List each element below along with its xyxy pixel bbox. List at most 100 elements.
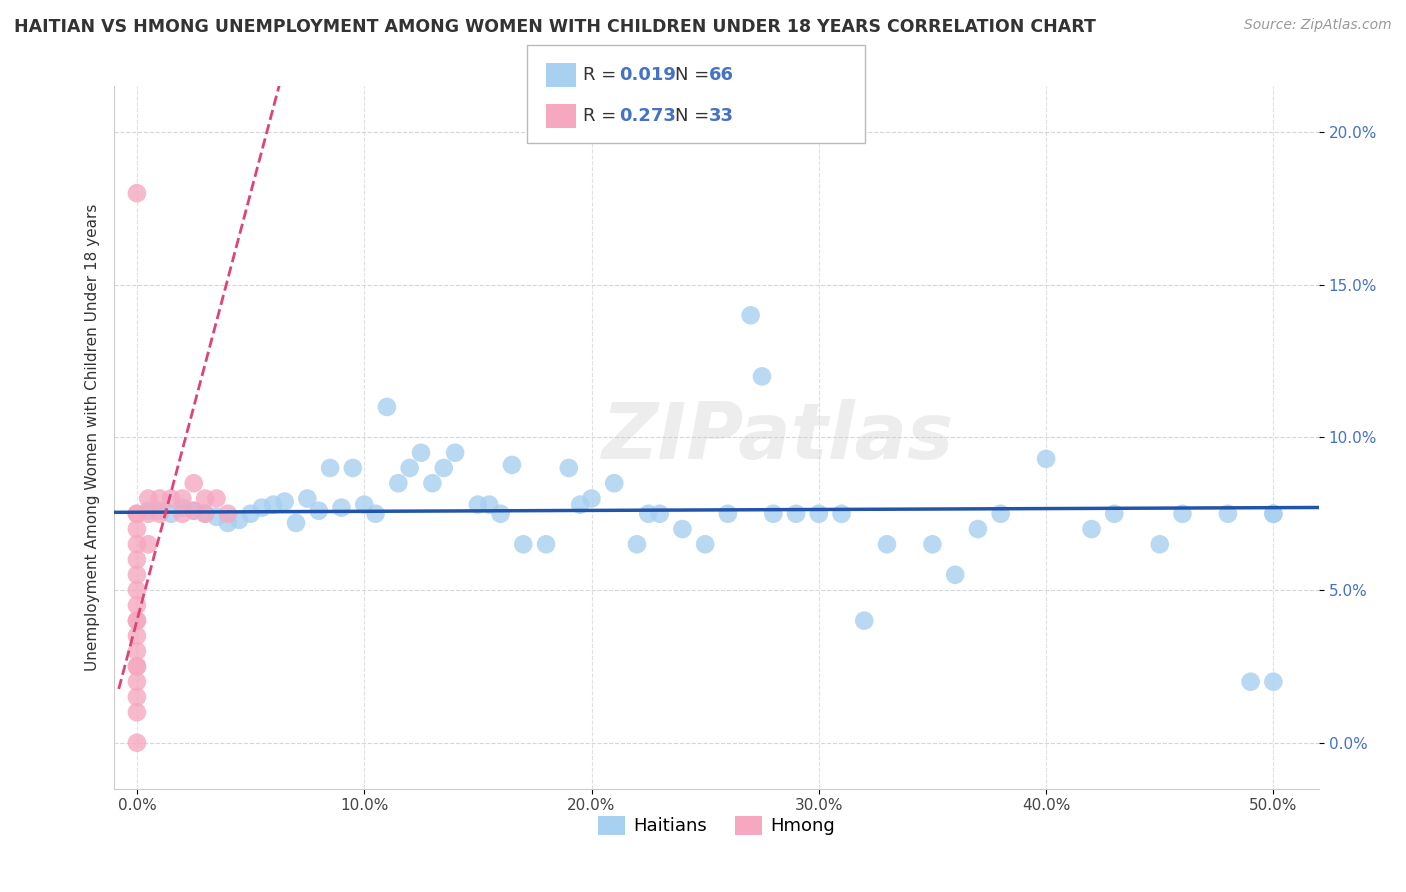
Point (136, 537, 159, 551)
Point (444, 446, 467, 460)
Text: N =: N = (675, 66, 714, 84)
Point (569, 498, 592, 512)
Point (285, 516, 308, 530)
Point (740, 309, 762, 323)
Point (217, 516, 239, 530)
Text: R =: R = (583, 66, 623, 84)
Point (467, 498, 489, 512)
Text: 66: 66 (709, 66, 734, 84)
Point (387, 476, 409, 491)
Point (489, 507, 512, 521)
Point (695, 537, 717, 551)
Point (1149, 537, 1171, 551)
Point (1263, 507, 1285, 521)
Point (433, 461, 456, 475)
Point (943, 567, 966, 582)
Point (125, 659, 148, 673)
Point (785, 507, 807, 521)
Point (478, 498, 501, 512)
Point (172, 500, 194, 515)
Point (990, 507, 1012, 521)
Point (125, 674, 148, 689)
Point (160, 507, 183, 521)
Point (149, 491, 172, 506)
Point (921, 537, 943, 551)
Point (581, 491, 603, 506)
Point (534, 537, 557, 551)
Point (250, 500, 273, 515)
Point (1080, 522, 1102, 536)
Point (831, 507, 853, 521)
Point (125, 629, 148, 643)
Text: R =: R = (583, 107, 623, 125)
Point (125, 599, 148, 613)
Point (330, 500, 353, 515)
Point (398, 461, 420, 475)
Point (183, 476, 205, 491)
Point (297, 491, 319, 506)
Text: 0.019: 0.019 (619, 66, 675, 84)
Point (1240, 674, 1263, 689)
Text: HAITIAN VS HMONG UNEMPLOYMENT AMONG WOMEN WITH CHILDREN UNDER 18 YEARS CORRELATI: HAITIAN VS HMONG UNEMPLOYMENT AMONG WOME… (14, 18, 1095, 36)
Point (125, 614, 148, 628)
Text: Source: ZipAtlas.com: Source: ZipAtlas.com (1244, 18, 1392, 32)
Point (512, 537, 534, 551)
Point (1263, 674, 1285, 689)
Point (125, 537, 148, 551)
Point (194, 491, 217, 506)
Point (183, 504, 205, 518)
Point (319, 461, 342, 475)
Point (308, 504, 330, 518)
Text: N =: N = (675, 107, 714, 125)
Point (375, 400, 398, 414)
Point (205, 509, 228, 524)
Point (262, 498, 284, 512)
Point (125, 659, 148, 673)
Legend: Haitians, Hmong: Haitians, Hmong (591, 809, 842, 843)
Text: 0.273: 0.273 (619, 107, 675, 125)
Point (194, 507, 217, 521)
Point (762, 507, 785, 521)
Point (967, 522, 990, 536)
Point (342, 461, 364, 475)
Point (1263, 507, 1285, 521)
Point (671, 522, 693, 536)
Point (125, 567, 148, 582)
Point (136, 504, 159, 518)
Point (172, 507, 194, 521)
Point (364, 507, 387, 521)
Point (637, 507, 659, 521)
Point (717, 507, 740, 521)
Point (1035, 451, 1057, 466)
Point (751, 369, 773, 384)
Point (353, 498, 375, 512)
Point (501, 458, 523, 472)
Point (648, 507, 671, 521)
Point (239, 507, 262, 521)
Point (149, 507, 172, 521)
Point (1171, 507, 1194, 521)
Point (217, 507, 239, 521)
Point (125, 705, 148, 719)
Point (183, 504, 205, 518)
Point (125, 583, 148, 598)
Point (205, 491, 228, 506)
Point (1216, 507, 1239, 521)
Point (603, 476, 626, 491)
Point (125, 507, 148, 521)
Point (228, 513, 250, 527)
Point (1104, 507, 1126, 521)
Point (194, 507, 217, 521)
Point (409, 446, 432, 460)
Point (149, 504, 172, 518)
Point (125, 690, 148, 704)
Y-axis label: Unemployment Among Women with Children Under 18 years: Unemployment Among Women with Children U… (86, 203, 100, 671)
Point (136, 491, 159, 506)
Point (125, 736, 148, 750)
Point (626, 537, 648, 551)
Point (807, 507, 830, 521)
Point (273, 494, 295, 508)
Point (125, 644, 148, 658)
Point (125, 552, 148, 566)
Point (125, 507, 148, 521)
